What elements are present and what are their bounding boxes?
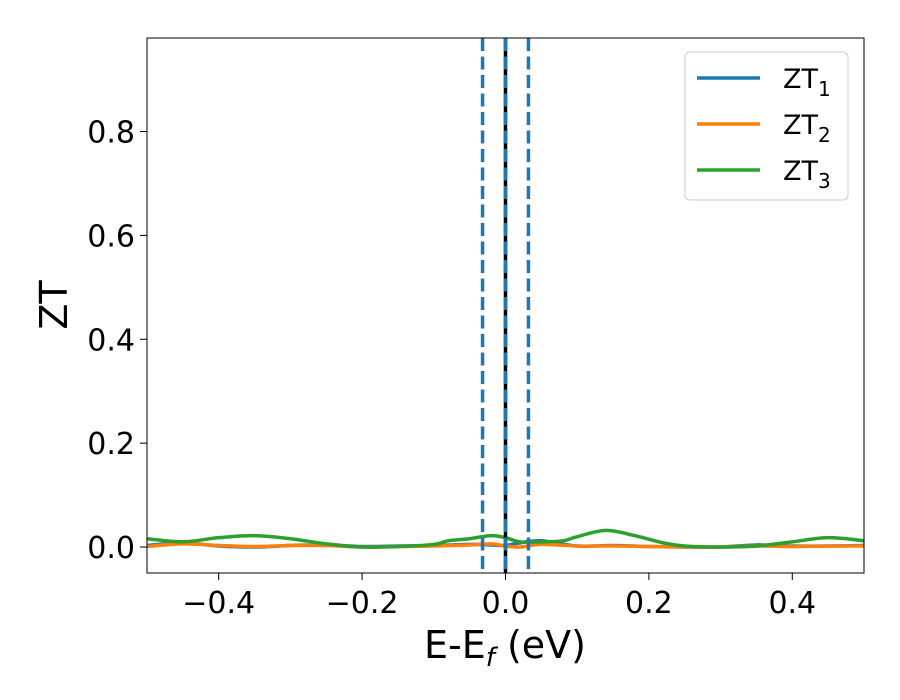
x-tick-label: 0.2 [625,586,673,621]
y-ticks: 0.0 0.2 0.4 0.6 0.8 [87,115,147,566]
x-axis-label-main: E-E [424,623,486,667]
x-axis-label-unit: (eV) [495,623,586,667]
y-tick-label: 0.6 [87,219,135,254]
legend-label-main: ZT [783,64,818,95]
legend-label-sub: 3 [818,169,831,193]
y-axis-label: ZT [32,280,76,330]
legend-label-main: ZT [783,156,818,187]
x-tick-label: 0.0 [482,586,530,621]
legend-label-sub: 2 [818,123,831,147]
legend-label-1: ZT1 [783,64,831,101]
x-tick-label: 0.4 [768,586,816,621]
y-tick-label: 0.4 [87,323,135,358]
x-tick-label: −0.4 [182,586,255,621]
legend-label-2: ZT2 [783,110,831,147]
x-ticks: −0.4 −0.2 0.0 0.2 0.4 [182,573,816,621]
legend-label-3: ZT3 [783,156,831,193]
vertical-reference-lines [480,38,531,573]
plot-area-frame [146,37,865,574]
y-tick-label: 0.0 [87,531,135,566]
y-tick-label: 0.8 [87,115,135,150]
x-tick-label: −0.2 [326,586,399,621]
x-axis-label: E-Ef (eV) [424,623,586,673]
legend-label-sub: 1 [818,77,831,101]
series-line-3 [147,528,864,549]
y-tick-label: 0.2 [87,427,135,462]
legend-box [684,51,849,201]
legend-label-main: ZT [783,110,818,141]
